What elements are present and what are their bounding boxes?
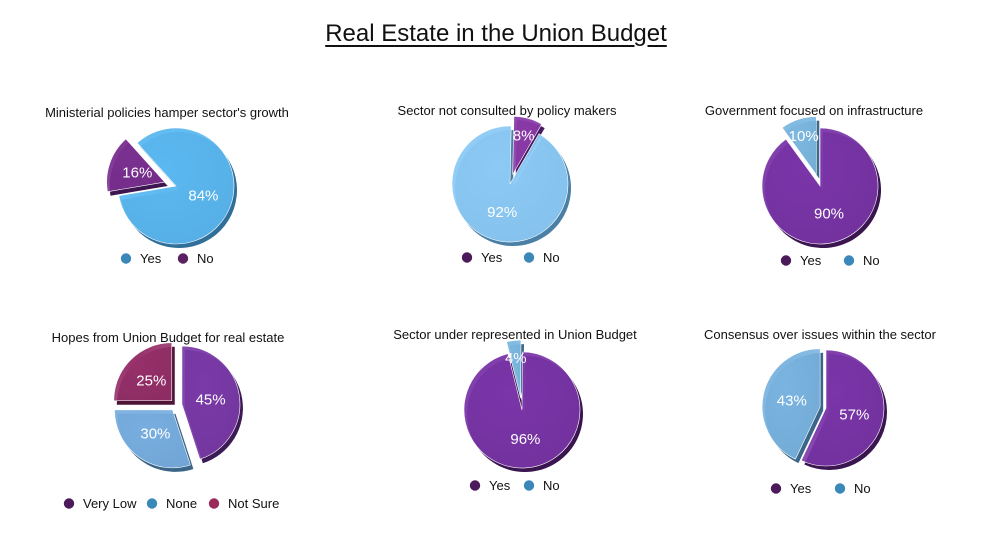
pie-chart-1: Ministerial policies hamper sector's gro… bbox=[45, 105, 289, 266]
legend-label: Yes bbox=[800, 253, 822, 268]
legend-label: Not Sure bbox=[228, 496, 279, 511]
pie-chart-2: Sector not consulted by policy makers 92%… bbox=[398, 103, 617, 265]
slice-value-label: 45% bbox=[196, 392, 226, 409]
chart-legend: Yes No bbox=[469, 478, 560, 493]
slice-value-label: 84% bbox=[188, 188, 218, 205]
legend-label: Yes bbox=[481, 250, 503, 265]
legend-label: Yes bbox=[790, 481, 812, 496]
pie-slice-yes bbox=[118, 127, 235, 245]
pie-slice-yes bbox=[463, 351, 581, 469]
pie-slice-yes bbox=[512, 116, 543, 175]
legend-label: No bbox=[543, 478, 560, 493]
slice-value-label: 90% bbox=[814, 206, 844, 223]
legend-marker bbox=[146, 498, 158, 509]
chart-legend: Yes No bbox=[780, 253, 880, 268]
legend-marker bbox=[177, 253, 189, 264]
chart-legend: Very Low None Not Sure bbox=[63, 496, 279, 511]
legend-marker bbox=[780, 255, 792, 266]
legend-marker bbox=[208, 498, 220, 509]
pie-chart-6: Consensus over issues within the sector 5… bbox=[704, 327, 937, 496]
pie-slice-no bbox=[451, 125, 569, 243]
legend-marker bbox=[523, 480, 535, 491]
slice-value-label: 16% bbox=[122, 165, 152, 182]
legend-label: No bbox=[854, 481, 871, 496]
slice-value-label: 92% bbox=[487, 204, 517, 221]
legend-label: Yes bbox=[489, 478, 511, 493]
chart-title: Hopes from Union Budget for real estate bbox=[52, 330, 285, 345]
chart-legend: Yes No bbox=[770, 481, 871, 496]
legend-marker bbox=[461, 252, 473, 263]
chart-title: Consensus over issues within the sector bbox=[704, 327, 937, 342]
pie-slice-no bbox=[106, 138, 166, 193]
pie-chart-3: Government focused on infrastructure 10% 9… bbox=[705, 103, 923, 268]
legend-marker bbox=[770, 483, 782, 494]
legend-label: Very Low bbox=[83, 496, 137, 511]
legend-label: Yes bbox=[140, 251, 162, 266]
slice-value-label: 30% bbox=[140, 425, 170, 442]
pie-slice-very-low bbox=[181, 345, 241, 460]
pie-slice-none bbox=[114, 409, 191, 469]
legend-marker bbox=[834, 483, 846, 494]
chart-title: Ministerial policies hamper sector's gro… bbox=[45, 105, 289, 120]
pie-chart-5: Sector under represented in Union Budget… bbox=[393, 327, 637, 493]
pie-slice-not-sure bbox=[113, 342, 173, 402]
pie-slice-no bbox=[761, 348, 821, 460]
legend-marker bbox=[843, 255, 855, 266]
pie-chart-4: Hopes from Union Budget for real estate 4… bbox=[52, 330, 285, 511]
chart-title: Government focused on infrastructure bbox=[705, 103, 923, 118]
chart-title: Sector under represented in Union Budget bbox=[393, 327, 637, 342]
legend-label: No bbox=[197, 251, 214, 266]
slice-value-label: 25% bbox=[136, 372, 166, 389]
legend-marker bbox=[469, 480, 481, 491]
slice-value-label: 8% bbox=[513, 127, 535, 144]
legend-label: None bbox=[166, 496, 197, 511]
legend-marker bbox=[120, 253, 132, 264]
pie-slice-no bbox=[781, 116, 817, 176]
slice-value-label: 43% bbox=[777, 392, 807, 409]
page-title-text: Real Estate in the Union Budget bbox=[325, 20, 667, 47]
chart-legend: Yes No bbox=[120, 251, 214, 266]
legend-marker bbox=[63, 498, 75, 509]
page-title: Real Estate in the Union Budget bbox=[0, 20, 992, 48]
legend-marker bbox=[523, 252, 535, 263]
legend-label: No bbox=[863, 253, 880, 268]
pie-slice-yes bbox=[800, 349, 885, 467]
slice-value-label: 57% bbox=[839, 406, 869, 423]
pie-slice-no bbox=[506, 339, 522, 399]
chart-title: Sector not consulted by policy makers bbox=[398, 103, 617, 118]
slice-value-label: 10% bbox=[789, 128, 819, 145]
slice-value-label: 4% bbox=[505, 350, 527, 367]
pie-slice-yes bbox=[761, 127, 879, 245]
slice-value-label: 96% bbox=[510, 431, 540, 448]
chart-legend: Yes No bbox=[461, 250, 560, 265]
legend-label: No bbox=[543, 250, 560, 265]
